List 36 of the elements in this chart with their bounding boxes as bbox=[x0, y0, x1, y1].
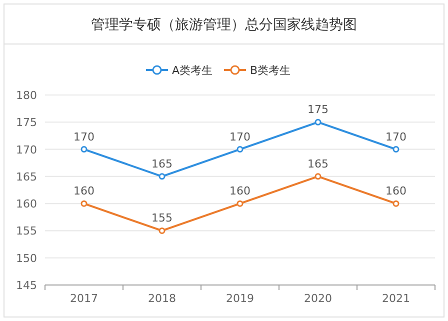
x-tick-label: 2019 bbox=[226, 292, 254, 305]
chart-title: 管理学专硕（旅游管理）总分国家线趋势图 bbox=[91, 17, 357, 33]
data-label: 170 bbox=[386, 130, 406, 144]
data-label: 160 bbox=[230, 184, 250, 198]
data-label: 165 bbox=[152, 157, 172, 170]
legend-label: B类考生 bbox=[250, 64, 291, 77]
data-label: 160 bbox=[74, 184, 94, 198]
y-tick-label: 175 bbox=[16, 116, 37, 130]
x-tick-label: 2017 bbox=[70, 292, 98, 305]
point bbox=[80, 146, 88, 153]
y-tick-label: 150 bbox=[16, 252, 37, 265]
point bbox=[392, 146, 400, 153]
point bbox=[80, 200, 88, 207]
data-label: 155 bbox=[152, 212, 172, 225]
point bbox=[392, 200, 400, 207]
x-tick-label: 2018 bbox=[148, 292, 176, 305]
point bbox=[236, 200, 244, 207]
data-label: 170 bbox=[74, 130, 94, 144]
y-tick-label: 170 bbox=[16, 143, 37, 156]
data-label: 170 bbox=[230, 130, 250, 144]
point bbox=[314, 173, 322, 180]
y-tick-label: 160 bbox=[16, 198, 37, 211]
data-label: 160 bbox=[386, 184, 406, 198]
y-tick-label: 165 bbox=[16, 170, 37, 184]
y-tick-label: 155 bbox=[16, 224, 37, 238]
data-label: 165 bbox=[308, 157, 328, 170]
point bbox=[158, 227, 166, 234]
x-tick-label: 2020 bbox=[304, 292, 332, 305]
y-tick-label: 180 bbox=[16, 89, 37, 102]
point bbox=[158, 173, 166, 180]
y-tick-label: 145 bbox=[16, 279, 37, 292]
x-tick-label: 2021 bbox=[382, 292, 410, 305]
data-label: 175 bbox=[308, 103, 328, 116]
point bbox=[236, 146, 244, 153]
point bbox=[314, 118, 322, 126]
legend-label: A类考生 bbox=[172, 64, 213, 77]
